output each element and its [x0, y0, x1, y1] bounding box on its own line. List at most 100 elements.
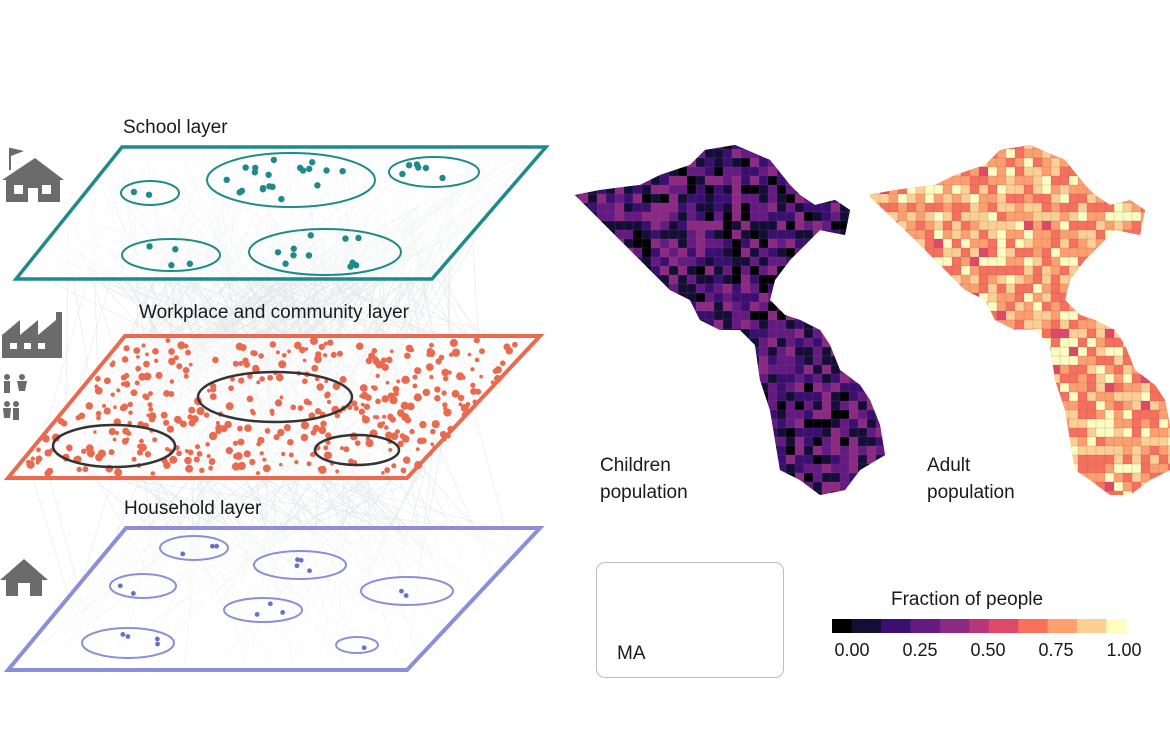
workplace-node	[188, 362, 193, 367]
workplace-cluster	[196, 370, 354, 424]
workplace-node	[119, 404, 127, 412]
adult-caption-line1: Adult	[927, 455, 971, 476]
map-cell	[1122, 310, 1135, 322]
map-cell	[575, 490, 582, 495]
school-cluster	[248, 228, 402, 276]
map-cell	[875, 400, 885, 412]
school-node	[146, 243, 153, 250]
map-cell	[794, 175, 807, 188]
workplace-node	[275, 373, 284, 382]
map-cell	[897, 310, 908, 321]
map-cell	[996, 166, 1008, 177]
workplace-node	[449, 352, 454, 357]
map-cell	[677, 418, 689, 431]
map-cell	[740, 364, 751, 378]
map-cell	[623, 382, 634, 396]
map-cell	[668, 400, 681, 412]
workplace-node	[244, 424, 252, 433]
workplace-node	[177, 341, 186, 350]
map-cell	[1050, 145, 1064, 152]
workplace-node	[269, 341, 277, 348]
map-cell	[978, 319, 991, 330]
map-cell	[888, 229, 901, 240]
map-cell	[978, 184, 989, 195]
map-cell	[1095, 310, 1110, 322]
map-cell	[575, 274, 580, 286]
map-cell	[575, 337, 582, 349]
map-cell	[888, 337, 902, 349]
map-cell	[942, 418, 956, 431]
map-cell	[641, 337, 653, 348]
map-cell	[803, 256, 814, 269]
workplace-node	[334, 412, 341, 419]
workplace-node	[381, 395, 390, 403]
map-cell	[830, 274, 844, 287]
map-cell	[969, 364, 981, 375]
colorbar-swatch	[1077, 619, 1088, 633]
map-cell	[897, 337, 911, 348]
workplace-node	[336, 350, 343, 357]
workplace-node	[135, 365, 142, 372]
map-cell	[686, 409, 700, 421]
workplace-node	[256, 380, 261, 385]
map-cell	[605, 427, 618, 440]
map-cell	[1041, 436, 1053, 450]
map-cell	[906, 481, 920, 495]
map-cell	[758, 202, 769, 214]
map-cell	[996, 409, 1007, 420]
workplace-node	[325, 440, 331, 446]
map-cell	[879, 391, 891, 403]
map-cell	[578, 247, 592, 261]
map-cell	[1140, 229, 1153, 243]
map-cell	[875, 238, 885, 251]
map-cell	[1158, 337, 1169, 349]
map-cell	[1041, 364, 1053, 377]
map-cell	[857, 472, 870, 486]
workplace-node	[183, 373, 189, 379]
workplace-node	[308, 412, 316, 420]
map-cell	[1014, 211, 1025, 222]
map-cell	[915, 346, 929, 360]
map-cell	[848, 472, 862, 485]
map-cell	[641, 175, 653, 187]
map-cell	[794, 310, 805, 322]
map-cell	[686, 463, 698, 477]
workplace-node	[297, 405, 304, 411]
map-cell	[870, 256, 881, 269]
map-cell	[1032, 427, 1044, 441]
map-cell	[695, 445, 706, 457]
map-cell	[812, 145, 825, 153]
colorbar-swatch	[1028, 619, 1039, 633]
workplace-node	[325, 432, 332, 439]
map-cell	[1077, 247, 1088, 258]
map-cell	[933, 148, 944, 161]
map-cell	[587, 220, 600, 231]
map-cell	[897, 472, 909, 486]
map-cell	[704, 184, 715, 195]
map-cell	[578, 283, 589, 294]
map-cell	[1113, 319, 1126, 331]
map-cell	[659, 400, 671, 413]
map-cell	[924, 145, 938, 150]
map-cell	[839, 319, 851, 333]
map-cell	[879, 145, 893, 152]
colorbar-swatch	[851, 619, 862, 633]
map-cell	[1005, 328, 1018, 340]
workplace-node	[465, 401, 471, 407]
workplace-node	[470, 387, 478, 395]
map-cell	[575, 283, 582, 295]
map-cell	[875, 256, 885, 269]
map-cell	[677, 391, 690, 405]
map-cell	[596, 229, 609, 242]
map-cell	[614, 427, 628, 439]
map-cell	[632, 409, 644, 423]
map-cell	[924, 256, 935, 267]
map-cell	[1113, 283, 1127, 297]
school-node	[342, 235, 349, 242]
workplace-node	[306, 461, 312, 467]
colorbar-swatch	[988, 619, 1000, 633]
school-node	[308, 159, 316, 166]
map-cell	[659, 328, 672, 341]
map-cell	[1113, 166, 1125, 178]
map-cell	[578, 229, 590, 241]
